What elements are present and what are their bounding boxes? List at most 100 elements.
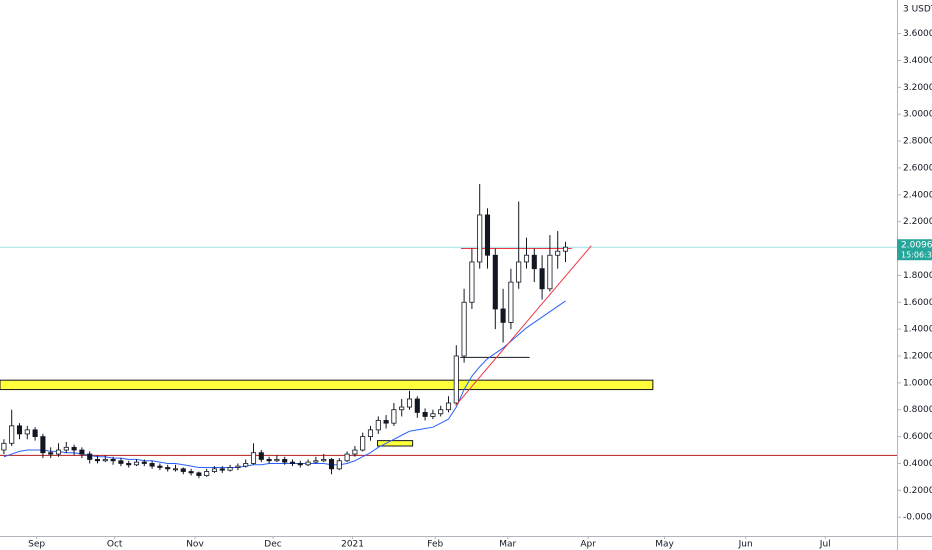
candle-body [219,468,225,471]
candle-body [87,453,93,460]
candle-body [250,452,257,464]
candle-body [523,254,530,263]
candle-body [48,452,54,455]
candle-body [118,460,124,464]
y-tick-label: 2.8000 [903,137,932,147]
candle-body [9,425,15,444]
candle-body [258,452,264,460]
candle-body [274,459,280,462]
candle-body [453,355,459,404]
zone [0,379,654,391]
candle-body [367,429,374,437]
candle-body [422,412,428,417]
candle-body [211,468,218,472]
candle-body [196,472,202,476]
candle-body [352,449,358,455]
x-tick-label: May [655,540,674,550]
candle-body [40,436,46,454]
candle-body [500,308,506,323]
x-tick-label: Oct [107,540,123,550]
candle-body [282,459,288,463]
trendline [455,245,592,407]
candle-body [445,402,452,411]
candle-body [266,459,272,462]
candle-body [399,406,405,411]
y-tick-label: -0.0000 [903,513,932,523]
candle-body [547,254,553,290]
candle-body [94,459,101,462]
candle-body [289,461,296,464]
candle-body [414,398,420,413]
y-tick-label: 3.6000 [903,29,932,39]
candle-body [516,261,522,283]
candle-body [63,446,69,451]
candle-body [297,463,303,466]
candle-body [484,214,491,256]
y-tick-label: 3.2000 [903,83,932,93]
x-tick-label: Jun [738,540,753,550]
y-tick-label: 0.6000 [903,432,932,442]
candle-body [531,254,537,270]
candle-body [336,460,342,470]
candle-body [344,453,350,462]
candle-body [360,436,366,451]
candle-body [469,261,475,303]
axis-unit: 3 USDT [903,5,932,15]
candle-body [305,461,311,466]
candle-body [16,425,23,435]
candle-body [562,246,569,252]
price-countdown: 15:06:37 [901,251,932,260]
candle-body [55,449,62,455]
candle-body [102,459,108,462]
candle-body [165,467,171,470]
price-label-box [897,239,932,261]
x-tick-label: Mar [499,540,516,550]
candle-body [391,409,397,424]
candle-body [492,254,498,310]
candle-body [438,409,444,415]
candle-body [188,471,194,474]
candle-body [149,463,155,467]
x-tick-label: Nov [186,540,204,550]
y-tick-label: 2.2000 [903,217,932,227]
candle-body [235,465,241,468]
candle-body [180,468,186,472]
candle-body [406,398,413,408]
y-tick-label: 2.4000 [903,190,932,200]
price-label: 2.0096 [901,241,932,251]
y-tick-label: 0.8000 [903,405,932,415]
y-tick-label: 1.8000 [903,271,932,281]
candle-body [328,459,335,470]
candle-body [375,420,381,431]
candle-body [24,429,30,435]
x-tick-label: Dec [264,540,281,550]
candle-body [126,463,132,466]
candle-body [79,449,85,455]
x-tick-label: Sep [28,540,45,550]
candle-body [539,268,545,290]
candle-body [243,463,249,467]
y-tick-label: 1.6000 [903,298,932,308]
x-tick-label: Jul [819,540,831,550]
candle-body [508,281,514,323]
zone [377,440,414,447]
y-tick-label: 3.4000 [903,56,932,66]
y-tick-label: 1.0000 [903,378,932,388]
candle-body [133,461,140,466]
x-tick-label: Feb [427,540,443,550]
candle-body [141,461,147,464]
candle-body [477,214,483,263]
y-tick-label: 1.4000 [903,325,932,335]
candle-body [321,459,327,462]
candle-body [383,420,389,424]
y-tick-label: 1.2000 [903,351,932,361]
candle-body [110,459,116,462]
candle-body [555,250,561,256]
y-tick-label: 0.4000 [903,459,932,469]
x-tick-label: 2021 [341,540,364,550]
candle-body [461,301,467,357]
candle-body [204,471,210,476]
y-tick-label: 0.2000 [903,486,932,496]
